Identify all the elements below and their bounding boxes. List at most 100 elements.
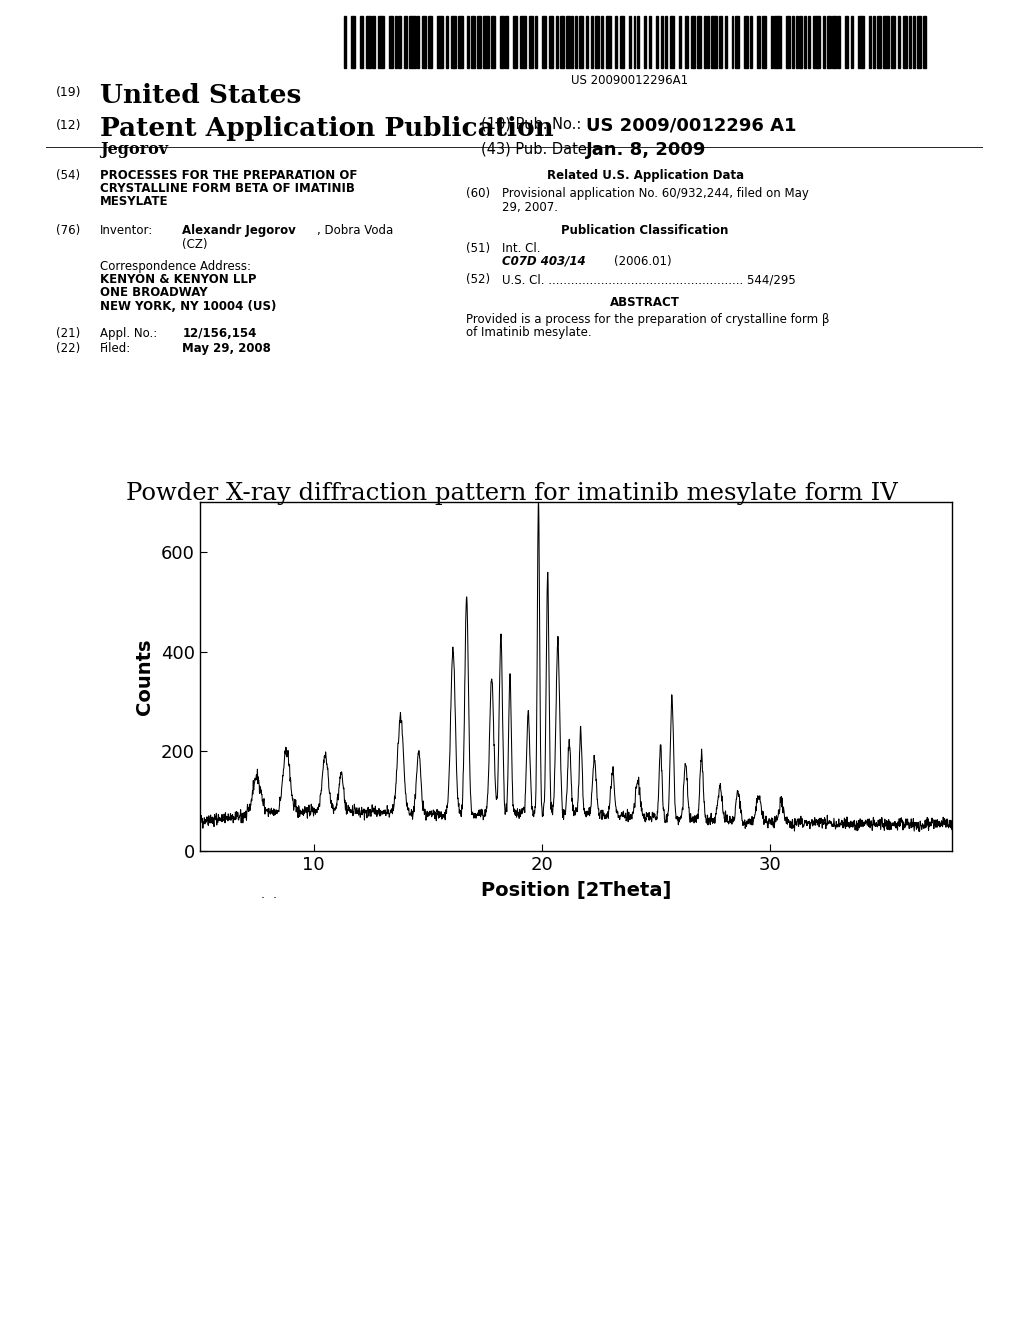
Bar (869, 16, 871, 69)
Bar (459, 16, 463, 69)
Text: (19): (19) (56, 86, 82, 99)
X-axis label: Position [2Theta]: Position [2Theta] (481, 882, 671, 900)
Bar (417, 16, 419, 69)
Text: , Dobra Voda: , Dobra Voda (317, 224, 393, 238)
Bar (845, 16, 848, 69)
Bar (359, 16, 364, 69)
Text: NEW YORK, NY 10004 (US): NEW YORK, NY 10004 (US) (100, 300, 276, 313)
Text: Appl. No.:: Appl. No.: (100, 327, 158, 341)
Text: Jan. 8, 2009: Jan. 8, 2009 (586, 141, 707, 160)
Bar (575, 16, 578, 69)
Bar (452, 16, 456, 69)
Bar (549, 16, 553, 69)
Bar (909, 16, 911, 69)
Text: CRYSTALLINE FORM BETA OF IMATINIB: CRYSTALLINE FORM BETA OF IMATINIB (100, 182, 355, 195)
Text: (2006.01): (2006.01) (614, 255, 672, 268)
Text: (52): (52) (466, 273, 490, 286)
Bar (912, 16, 915, 69)
Bar (918, 16, 922, 69)
Text: Correspondence Address:: Correspondence Address: (100, 260, 251, 273)
Bar (500, 16, 504, 69)
Text: ONE BROADWAY: ONE BROADWAY (100, 286, 208, 300)
Bar (467, 16, 469, 69)
Bar (883, 16, 889, 69)
Bar (774, 16, 781, 69)
Bar (792, 16, 794, 69)
Text: Jegorov: Jegorov (100, 141, 169, 158)
Bar (529, 16, 534, 69)
Text: (21): (21) (56, 327, 81, 341)
Bar (785, 16, 790, 69)
Bar (471, 16, 475, 69)
Bar (903, 16, 907, 69)
Bar (826, 16, 830, 69)
Text: KENYON & KENYON LLP: KENYON & KENYON LLP (100, 273, 257, 286)
Text: U.S. Cl. .................................................... 544/295: U.S. Cl. ...............................… (502, 273, 796, 286)
Bar (744, 16, 748, 69)
Bar (750, 16, 752, 69)
Text: (60): (60) (466, 187, 490, 201)
Bar (634, 16, 636, 69)
Bar (891, 16, 895, 69)
Bar (711, 16, 718, 69)
Text: (54): (54) (56, 169, 81, 182)
Bar (606, 16, 610, 69)
Bar (477, 16, 481, 69)
Bar (398, 16, 400, 69)
Bar (395, 16, 397, 69)
Bar (536, 16, 538, 69)
Bar (696, 16, 700, 69)
Bar (666, 16, 667, 69)
Text: MESYLATE: MESYLATE (100, 195, 169, 209)
Bar (513, 16, 517, 69)
Bar (838, 16, 840, 69)
Bar (519, 16, 526, 69)
Bar (367, 16, 371, 69)
Bar (566, 16, 569, 69)
Text: Provided is a process for the preparation of crystalline form β: Provided is a process for the preparatio… (466, 313, 829, 326)
Text: (12): (12) (56, 119, 82, 132)
Bar (707, 16, 710, 69)
Bar (670, 16, 674, 69)
Bar (601, 16, 603, 69)
Bar (556, 16, 558, 69)
Bar (389, 16, 393, 69)
Bar (685, 16, 688, 69)
Bar (591, 16, 593, 69)
Bar (732, 16, 733, 69)
Text: Patent Application Publication: Patent Application Publication (100, 116, 554, 141)
Bar (483, 16, 489, 69)
Bar (446, 16, 449, 69)
Bar (579, 16, 584, 69)
Bar (492, 16, 496, 69)
Bar (813, 16, 819, 69)
Text: C07D 403/14: C07D 403/14 (502, 255, 586, 268)
Bar (422, 16, 426, 69)
Bar (351, 16, 355, 69)
Bar (762, 16, 766, 69)
Bar (637, 16, 639, 69)
Bar (543, 16, 547, 69)
Bar (615, 16, 617, 69)
Text: .  .: . . (261, 888, 278, 902)
Text: 12/156,154: 12/156,154 (182, 327, 257, 341)
Text: of Imatinib mesylate.: of Imatinib mesylate. (466, 326, 592, 339)
Text: Int. Cl.: Int. Cl. (502, 242, 541, 255)
Bar (771, 16, 773, 69)
Text: Filed:: Filed: (100, 342, 132, 355)
Bar (858, 16, 864, 69)
Bar (403, 16, 408, 69)
Bar (703, 16, 706, 69)
Text: United States: United States (100, 83, 302, 108)
Y-axis label: Counts: Counts (135, 639, 154, 714)
Bar (796, 16, 798, 69)
Bar (373, 16, 375, 69)
Bar (808, 16, 810, 69)
Text: ABSTRACT: ABSTRACT (610, 296, 680, 309)
Bar (644, 16, 646, 69)
Bar (560, 16, 564, 69)
Bar (833, 16, 836, 69)
Bar (878, 16, 881, 69)
Bar (595, 16, 599, 69)
Bar (898, 16, 900, 69)
